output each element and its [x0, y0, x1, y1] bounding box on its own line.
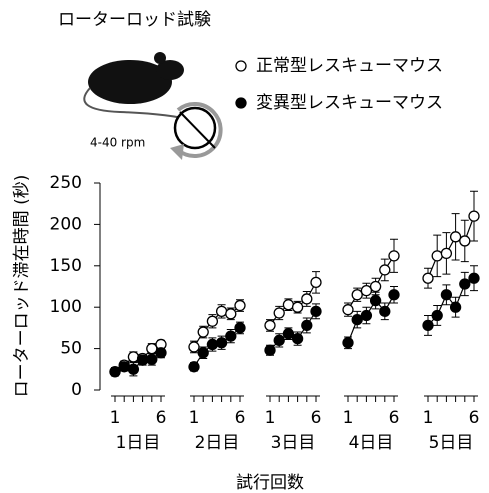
marker: [217, 338, 227, 348]
marker: [460, 279, 470, 289]
group-label: 2日目: [195, 433, 240, 453]
rotation-arrowhead: [170, 144, 184, 160]
y-tick-label: 200: [50, 214, 82, 234]
x-axis-label: 試行回数: [236, 473, 304, 493]
marker: [352, 315, 362, 325]
y-axis-label: ローターロッド滞在時間 (秒): [12, 175, 32, 398]
group-label: 4日目: [349, 433, 394, 453]
marker: [226, 309, 236, 319]
legend-marker: [236, 61, 246, 71]
x-tick-label: 1: [110, 408, 121, 428]
chart-title: ローターロッド試験: [58, 10, 211, 30]
marker: [343, 305, 353, 315]
group-label: 5日目: [429, 433, 474, 453]
marker: [380, 306, 390, 316]
marker: [147, 354, 157, 364]
marker: [311, 306, 321, 316]
x-tick-label: 1: [423, 408, 434, 428]
marker: [265, 345, 275, 355]
y-tick-label: 50: [60, 339, 82, 359]
marker: [217, 306, 227, 316]
group-label: 1日目: [116, 433, 161, 453]
marker: [147, 344, 157, 354]
marker: [460, 236, 470, 246]
marker: [302, 294, 312, 304]
marker: [283, 329, 293, 339]
marker: [293, 334, 303, 344]
marker: [441, 290, 451, 300]
x-tick-label: 6: [156, 408, 167, 428]
marker: [138, 355, 148, 365]
marker: [265, 320, 275, 330]
marker: [451, 302, 461, 312]
marker: [352, 290, 362, 300]
marker: [389, 251, 399, 261]
series-line: [428, 216, 474, 278]
x-tick-label: 6: [469, 408, 480, 428]
marker: [371, 296, 381, 306]
marker: [451, 232, 461, 242]
marker: [110, 367, 120, 377]
x-tick-label: 1: [265, 408, 276, 428]
mouse-ear: [154, 52, 166, 64]
marker: [469, 211, 479, 221]
marker: [389, 290, 399, 300]
marker: [302, 320, 312, 330]
marker: [423, 320, 433, 330]
marker: [207, 339, 217, 349]
marker: [423, 273, 433, 283]
annotation: 4-40 rpm: [90, 136, 145, 150]
x-tick-label: 6: [389, 408, 400, 428]
marker: [198, 327, 208, 337]
marker: [361, 310, 371, 320]
marker: [371, 282, 381, 292]
marker: [235, 323, 245, 333]
marker: [189, 342, 199, 352]
marker: [156, 348, 166, 358]
y-tick-label: 150: [50, 256, 82, 276]
marker: [283, 300, 293, 310]
legend-marker: [236, 98, 246, 108]
marker: [432, 251, 442, 261]
y-tick-label: 100: [50, 297, 82, 317]
legend-label: 変異型レスキューマウス: [256, 93, 443, 113]
marker: [441, 248, 451, 258]
y-tick-label: 250: [50, 173, 82, 193]
marker: [235, 301, 245, 311]
marker: [119, 362, 129, 372]
marker: [380, 265, 390, 275]
marker: [128, 352, 138, 362]
marker: [189, 362, 199, 372]
marker: [361, 286, 371, 296]
x-tick-label: 6: [311, 408, 322, 428]
marker: [343, 338, 353, 348]
marker: [293, 302, 303, 312]
marker: [311, 277, 321, 287]
legend-label: 正常型レスキューマウス: [256, 56, 443, 76]
chart: ローターロッド試験 4-40 rpm 試行回数 ローターロッド滞在時間 (秒) …: [0, 0, 489, 493]
marker: [432, 310, 442, 320]
marker: [198, 348, 208, 358]
marker: [274, 335, 284, 345]
y-tick-label: 0: [71, 380, 82, 400]
x-tick-label: 1: [343, 408, 354, 428]
group-label: 3日目: [271, 433, 316, 453]
marker: [128, 364, 138, 374]
marker: [226, 331, 236, 341]
marker: [207, 316, 217, 326]
mouse-illustration: 4-40 rpm: [84, 52, 220, 160]
x-tick-label: 6: [235, 408, 246, 428]
x-tick-label: 1: [189, 408, 200, 428]
marker: [469, 273, 479, 283]
marker: [274, 308, 284, 318]
